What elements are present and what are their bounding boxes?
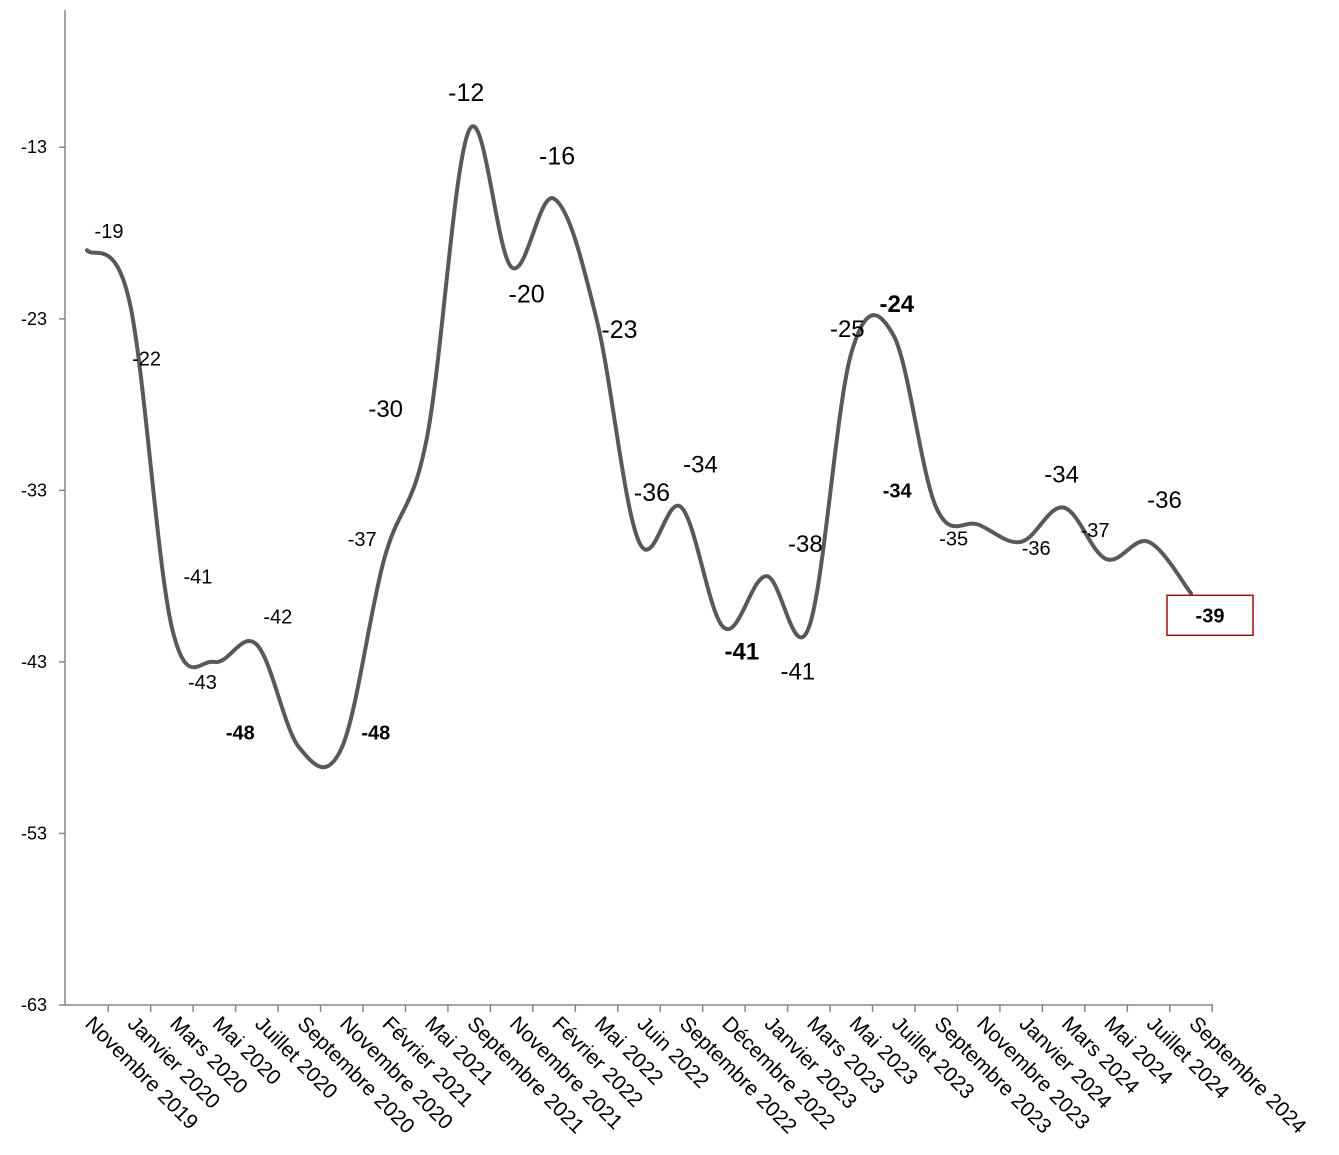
data-label: -43 <box>188 672 217 694</box>
y-tick-label: -13 <box>21 137 47 157</box>
data-label: -25 <box>830 316 865 343</box>
data-label: -41 <box>780 659 815 686</box>
y-tick-label: -63 <box>21 995 47 1015</box>
data-label: -48 <box>361 723 390 745</box>
data-label: -36 <box>634 479 670 507</box>
y-ticks: -13 -23 -33 -43 -53 -63 <box>21 137 65 1015</box>
data-label: -19 <box>95 221 124 243</box>
y-tick-label: -53 <box>21 823 47 843</box>
last-value-highlight-box <box>1166 594 1254 637</box>
data-label: -16 <box>539 143 575 171</box>
data-label: -36 <box>1147 487 1182 514</box>
y-tick-label: -43 <box>21 652 47 672</box>
data-label: -38 <box>788 531 823 558</box>
data-label: -30 <box>368 396 403 423</box>
data-label: -20 <box>509 280 545 308</box>
data-label: -41 <box>183 567 212 589</box>
data-label: -42 <box>263 607 292 629</box>
y-tick-label: -33 <box>21 480 47 500</box>
data-label: -39 <box>1196 605 1225 627</box>
series-line <box>85 124 1193 770</box>
data-label: -34 <box>883 481 913 503</box>
data-label: -48 <box>226 723 255 745</box>
data-label: -41 <box>725 639 760 666</box>
data-label: -37 <box>348 529 377 551</box>
data-label: -12 <box>448 79 484 107</box>
data-label: -34 <box>683 452 718 479</box>
data-label: -36 <box>1022 538 1051 560</box>
data-label: -24 <box>879 291 914 318</box>
data-label: -23 <box>601 316 637 344</box>
data-label: -35 <box>939 529 968 551</box>
data-label: -22 <box>132 349 161 371</box>
y-tick-label: -23 <box>21 309 47 329</box>
data-labels: -19 -22 -41 -43 -42 -48 -48 -37 -30 -12 -20 -16 -23 -… <box>95 79 1225 745</box>
data-label: -37 <box>1081 520 1110 542</box>
data-label: -34 <box>1044 462 1079 489</box>
